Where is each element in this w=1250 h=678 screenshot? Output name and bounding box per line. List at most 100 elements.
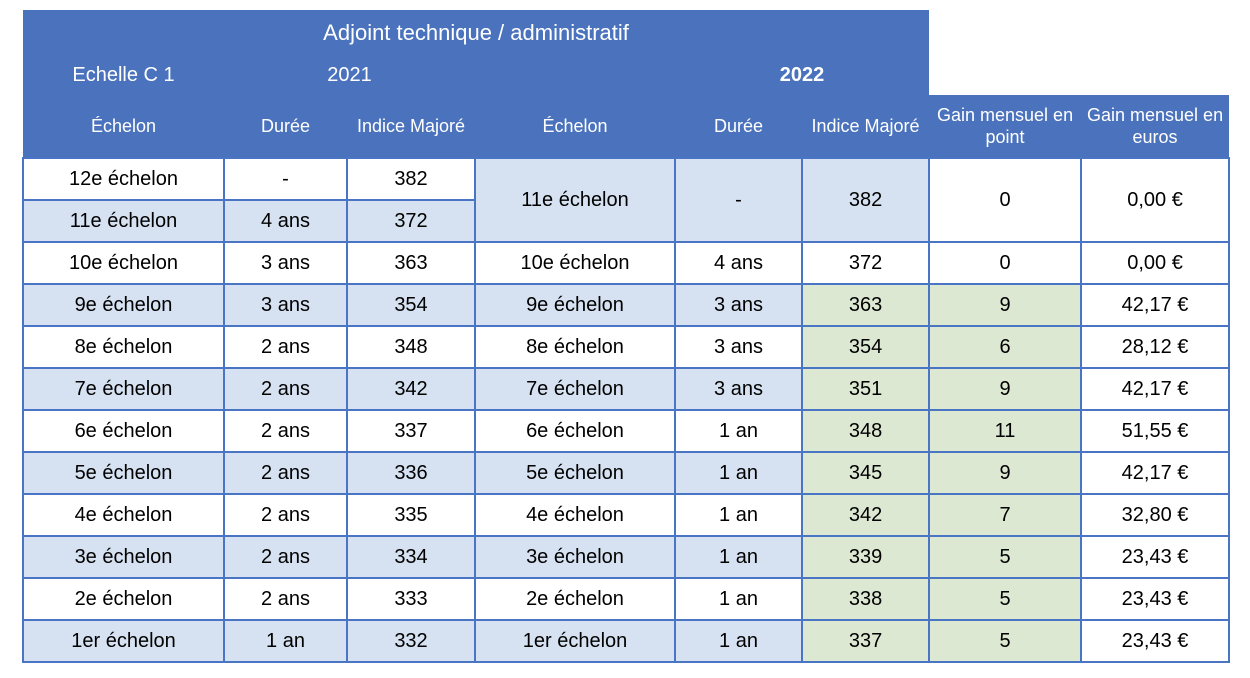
col-header-duree-2022: Durée <box>675 95 802 158</box>
table-row: 1er échelon 1 an 332 1er échelon 1 an 33… <box>22 619 1231 663</box>
cell-gain-euros: 23,43 € <box>1080 535 1231 579</box>
cell-echelon-2022: 7e échelon <box>474 367 676 411</box>
cell-gain-point: 9 <box>928 283 1083 327</box>
table-row: 10e échelon 3 ans 363 10e échelon 4 ans … <box>22 241 1231 285</box>
cell-echelon-2022: 4e échelon <box>474 493 676 537</box>
cell-echelon-2022: 3e échelon <box>474 535 676 579</box>
cell-indice-2022: 348 <box>800 409 931 453</box>
cell-indice-2021: 354 <box>346 283 476 327</box>
cell-duree-2021: 2 ans <box>223 325 348 369</box>
cell-duree-2021: - <box>223 157 348 201</box>
col-header-indice-2022: Indice Majoré <box>802 95 930 158</box>
cell-duree-2022: 3 ans <box>674 283 803 327</box>
cell-duree-2022: 3 ans <box>674 325 803 369</box>
cell-echelon-2022: 5e échelon <box>474 451 676 495</box>
years-row: Echelle C 1 2021 2022 <box>23 55 1230 95</box>
cell-indice-2022: 342 <box>800 493 931 537</box>
col-header-echelon-2021: Échelon <box>23 95 224 158</box>
cell-duree-2022: 3 ans <box>674 367 803 411</box>
header-spacer <box>475 55 675 95</box>
cell-echelon-2021: 5e échelon <box>22 451 225 495</box>
table-row: 7e échelon 2 ans 342 7e échelon 3 ans 35… <box>22 367 1231 411</box>
cell-indice-2021: 342 <box>346 367 476 411</box>
table-row: 12e échelon - 382 11e échelon - 382 0 0,… <box>22 157 1231 243</box>
cell-gain-point: 11 <box>928 409 1083 453</box>
cell-duree-2021: 1 an <box>223 619 348 663</box>
cell-duree-2022: 1 an <box>674 577 803 621</box>
year-2022-label: 2022 <box>675 55 930 95</box>
column-header-row: Échelon Durée Indice Majoré Échelon Duré… <box>23 95 1230 158</box>
cell-duree-2022-merged: - <box>674 157 803 243</box>
cell-indice-2021: 372 <box>346 199 476 243</box>
cell-gain-euros: 42,17 € <box>1080 451 1231 495</box>
cell-indice-2022: 345 <box>800 451 931 495</box>
cell-echelon-2021: 9e échelon <box>22 283 225 327</box>
cell-gain-point-merged: 0 <box>928 157 1083 243</box>
cell-gain-point: 5 <box>928 619 1083 663</box>
cell-duree-2021: 2 ans <box>223 409 348 453</box>
cell-duree-2022: 4 ans <box>674 241 803 285</box>
cell-gain-euros: 28,12 € <box>1080 325 1231 369</box>
pay-scale-table: Adjoint technique / administratif Echell… <box>22 10 1231 663</box>
table-row: 3e échelon 2 ans 334 3e échelon 1 an 339… <box>22 535 1231 579</box>
cell-indice-2021: 363 <box>346 241 476 285</box>
cell-indice-2021: 348 <box>346 325 476 369</box>
cell-echelon-2022-merged: 11e échelon <box>474 157 676 243</box>
cell-indice-2022: 363 <box>800 283 931 327</box>
cell-duree-2022: 1 an <box>674 493 803 537</box>
cell-gain-euros: 32,80 € <box>1080 493 1231 537</box>
col-header-gain-euros: Gain mensuel en euros <box>1081 95 1230 158</box>
table-row: 4e échelon 2 ans 335 4e échelon 1 an 342… <box>22 493 1231 537</box>
cell-gain-euros: 42,17 € <box>1080 367 1231 411</box>
cell-gain-point: 6 <box>928 325 1083 369</box>
cell-echelon-2021: 1er échelon <box>22 619 225 663</box>
col-header-indice-2021: Indice Majoré <box>347 95 475 158</box>
cell-duree-2021: 2 ans <box>223 535 348 579</box>
cell-echelon-2022: 8e échelon <box>474 325 676 369</box>
cell-indice-2021: 333 <box>346 577 476 621</box>
cell-echelon-2021: 2e échelon <box>22 577 225 621</box>
cell-gain-point: 7 <box>928 493 1083 537</box>
cell-duree-2021: 3 ans <box>223 283 348 327</box>
cell-gain-euros: 23,43 € <box>1080 619 1231 663</box>
table-row: 8e échelon 2 ans 348 8e échelon 3 ans 35… <box>22 325 1231 369</box>
cell-gain-euros: 23,43 € <box>1080 577 1231 621</box>
title-row: Adjoint technique / administratif <box>23 10 1230 55</box>
cell-gain-euros: 51,55 € <box>1080 409 1231 453</box>
cell-echelon-2022: 1er échelon <box>474 619 676 663</box>
cell-gain-point: 0 <box>928 241 1083 285</box>
col-header-echelon-2022: Échelon <box>475 95 675 158</box>
header-blank-years <box>929 55 1230 95</box>
cell-echelon-2021: 8e échelon <box>22 325 225 369</box>
cell-echelon-2022: 9e échelon <box>474 283 676 327</box>
cell-gain-euros: 42,17 € <box>1080 283 1231 327</box>
cell-echelon-2021: 12e échelon <box>22 157 225 201</box>
table-row: 5e échelon 2 ans 336 5e échelon 1 an 345… <box>22 451 1231 495</box>
cell-duree-2021: 2 ans <box>223 367 348 411</box>
table-title: Adjoint technique / administratif <box>23 10 930 55</box>
cell-duree-2021: 4 ans <box>223 199 348 243</box>
cell-indice-2022: 351 <box>800 367 931 411</box>
cell-indice-2021: 336 <box>346 451 476 495</box>
cell-duree-2022: 1 an <box>674 535 803 579</box>
cell-echelon-2022: 2e échelon <box>474 577 676 621</box>
cell-indice-2021: 332 <box>346 619 476 663</box>
year-2021-label: 2021 <box>224 55 475 95</box>
col-header-gain-point: Gain mensuel en point <box>929 95 1082 158</box>
cell-duree-2021: 2 ans <box>223 493 348 537</box>
col-header-duree-2021: Durée <box>224 95 347 158</box>
table-row: 6e échelon 2 ans 337 6e échelon 1 an 348… <box>22 409 1231 453</box>
cell-gain-point: 9 <box>928 451 1083 495</box>
cell-indice-2022: 372 <box>800 241 931 285</box>
cell-indice-2022-merged: 382 <box>800 157 931 243</box>
cell-gain-euros-merged: 0,00 € <box>1080 157 1231 243</box>
table-row: 2e échelon 2 ans 333 2e échelon 1 an 338… <box>22 577 1231 621</box>
cell-indice-2022: 339 <box>800 535 931 579</box>
cell-duree-2021: 2 ans <box>223 577 348 621</box>
cell-gain-point: 5 <box>928 535 1083 579</box>
cell-indice-2022: 337 <box>800 619 931 663</box>
cell-duree-2022: 1 an <box>674 409 803 453</box>
cell-gain-point: 9 <box>928 367 1083 411</box>
cell-duree-2022: 1 an <box>674 619 803 663</box>
